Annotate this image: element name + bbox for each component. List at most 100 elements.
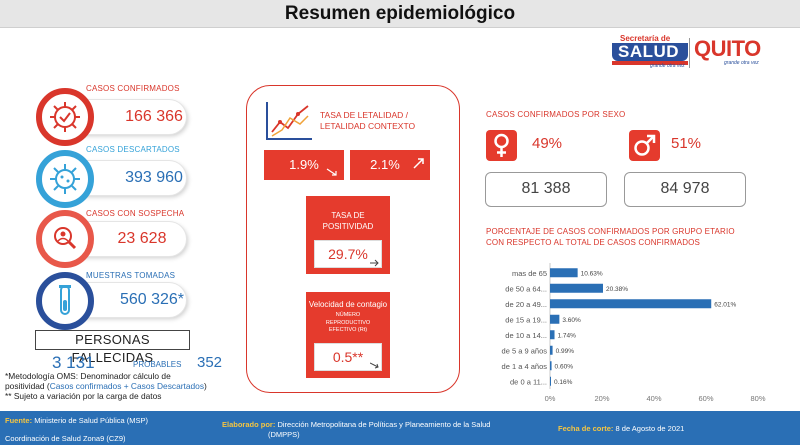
magnifier-person-icon (54, 227, 77, 250)
female-pct: 49% (532, 135, 563, 152)
chart-tick-label: 80% (750, 394, 765, 403)
rt-label-1: NÚMERO (335, 312, 361, 318)
letalidad-box (264, 150, 344, 180)
male-pct: 51% (671, 135, 702, 152)
chart-tick-label: 40% (646, 394, 661, 403)
footer-fecha-key: Fecha de corte: (558, 424, 614, 433)
quito-logo-text: QUITO (694, 36, 761, 61)
chart-bar (550, 330, 555, 340)
chart-category-label: de 1 a 4 años (502, 362, 548, 371)
chart-value-label: 3.60% (562, 317, 581, 324)
chart-value-label: 62.01% (714, 301, 736, 308)
arrow-down-icon (326, 168, 337, 176)
confirmados-ring (36, 88, 94, 146)
rt-label-2: REPRODUCTIVO (325, 319, 371, 326)
chart-value-label: 10.63% (581, 270, 603, 277)
chart-value-label: 1.74% (558, 332, 577, 339)
probables-value: 352 (197, 354, 223, 371)
footer-fuente-key: Fuente: (5, 416, 33, 425)
footer-elaborado: Elaborado por: Dirección Metropolitana d… (222, 420, 490, 429)
chart-category-label: de 20 a 49... (505, 300, 547, 309)
chart-bar (550, 376, 551, 386)
descartados-label: CASOS DESCARTADOS (86, 145, 180, 154)
chart-category-label: de 0 a 11... (510, 377, 547, 386)
tasa-letalidad-label-2: LETALIDAD CONTEXTO (320, 121, 416, 131)
age-title: PORCENTAJE DE CASOS CONFIRMADOS POR GRUP… (486, 226, 735, 248)
note-line-1: *Metodología OMS: Denominador cálculo de (5, 371, 171, 381)
virus-check-icon (50, 102, 80, 132)
title-bar (0, 0, 800, 28)
female-count: 81 388 (485, 172, 607, 207)
footer-elaborado-2: (DMPPS) (268, 430, 300, 439)
chart-bar (550, 345, 553, 355)
muestras-value: 560 326* (119, 291, 185, 308)
letalidad-contexto-value: 2.1% (370, 157, 400, 172)
female-icon (486, 130, 517, 161)
note-line-2b: ) (204, 381, 207, 391)
arrow-down-right-icon (370, 362, 379, 369)
letalidad-value: 1.9% (289, 157, 319, 172)
descartados-ring (36, 150, 94, 208)
probables-label: PROBABLES (133, 360, 182, 369)
chart-category-label: de 15 a 19... (505, 315, 547, 324)
chart-bar (550, 299, 712, 309)
age-title-1: PORCENTAJE DE CASOS CONFIRMADOS POR GRUP… (486, 227, 735, 236)
chart-value-label: 20.38% (606, 286, 628, 293)
note-line-3: ** Sujeto a variación por la carga de da… (5, 391, 162, 401)
chart-bar (550, 361, 552, 371)
rt-label-3: EFECTIVO (Rt) (328, 327, 368, 333)
rt-value: 0.5** (314, 343, 382, 371)
note-line-2a: positividad ( (5, 381, 50, 391)
footer-coordinacion: Coordinación de Salud Zona9 (CZ9) (5, 434, 126, 443)
confirmados-value: 166 366 (125, 108, 183, 125)
chart-category-label: de 10 a 14... (505, 331, 547, 340)
chart-value-label: 0.60% (555, 363, 574, 370)
salud-logo: Secretaría de SALUD grande otra vez (612, 34, 688, 72)
chart-tick-label: 0% (545, 394, 556, 403)
page-title: Resumen epidemiológico (284, 3, 516, 24)
age-title-2: CON RESPECTO AL TOTAL DE CASOS CONFIRMAD… (486, 238, 701, 247)
male-icon (629, 130, 660, 161)
tasa-letalidad-label-1: TASA DE LETALIDAD / (320, 110, 409, 120)
footer-fecha-value: 8 de Agosto de 2021 (615, 424, 685, 433)
rt-label: NÚMERO REPRODUCTIVO EFECTIVO (Rt) (306, 312, 390, 335)
footer (0, 411, 800, 445)
note-line-2: positividad (Casos confirmados + Casos D… (5, 381, 207, 391)
virus-icon (50, 164, 80, 194)
chart-bar (550, 314, 560, 324)
chart-bar (550, 268, 578, 278)
salud-logo-main: SALUD (618, 42, 680, 61)
middle-panel (246, 85, 460, 393)
velocidad-label: Velocidad de contagio (308, 300, 388, 309)
muestras-ring (36, 272, 94, 330)
arrow-right-icon (370, 259, 379, 267)
deaths-label: PERSONAS FALLECIDAS (35, 330, 190, 365)
chart-category-label: de 50 a 64... (505, 284, 547, 293)
chart-tick-label: 60% (698, 394, 713, 403)
test-tube-icon (59, 285, 71, 315)
chart-tick-label: 20% (594, 394, 609, 403)
positividad-label-2: POSITIVIDAD (322, 222, 374, 231)
quito-logo-tag: grande otra vez (724, 60, 759, 66)
arrow-up-icon (413, 158, 424, 169)
sospecha-ring (36, 210, 94, 268)
quito-logo: QUITO grande otra vez (694, 36, 774, 72)
chart-value-label: 0.99% (556, 348, 575, 355)
footer-elaborado-value: Dirección Metropolitana de Políticas y P… (277, 420, 491, 429)
salud-logo-tag: grande otra vez (650, 63, 685, 69)
logo-divider (689, 38, 690, 68)
sospecha-value: 23 628 (117, 230, 167, 247)
line-chart-icon (266, 102, 312, 140)
confirmados-label: CASOS CONFIRMADOS (86, 84, 180, 93)
positividad-label-1: TASA DE (331, 211, 365, 220)
footer-elaborado-key: Elaborado por: (222, 420, 276, 429)
chart-bar (550, 283, 603, 293)
male-count: 84 978 (624, 172, 746, 207)
chart-category-label: de 5 a 9 años (502, 346, 548, 355)
footer-fecha: Fecha de corte: 8 de Agosto de 2021 (558, 424, 684, 433)
footer-fuente: Fuente: Ministerio de Salud Pública (MSP… (5, 416, 148, 425)
sospecha-label: CASOS CON SOSPECHA (86, 209, 185, 218)
note-highlight: Casos confirmados + Casos Descartados (49, 381, 205, 391)
sex-title: CASOS CONFIRMADOS POR SEXO (486, 110, 626, 119)
deaths-value: 3 131 (52, 353, 95, 372)
